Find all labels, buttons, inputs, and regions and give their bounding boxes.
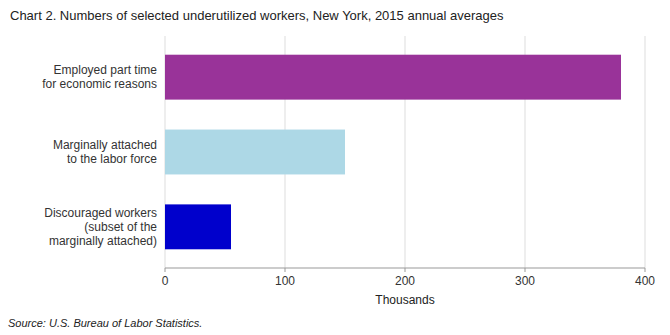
chart-svg: Chart 2. Numbers of selected underutiliz… (0, 0, 670, 335)
category-label: Marginally attachedto the labor force (53, 138, 157, 166)
tick-label: 300 (515, 274, 535, 288)
annotation: Source: U.S. Bureau of Labor Statistics. (8, 317, 202, 329)
tick-mark (285, 268, 286, 272)
tick-label: 400 (635, 274, 655, 288)
x-axis-line (165, 268, 645, 269)
bar (165, 204, 231, 249)
tick-label: 0 (162, 274, 169, 288)
tick-label: 100 (275, 274, 295, 288)
grid (165, 36, 645, 268)
category-label: Employed part timefor economic reasons (42, 63, 157, 91)
tick-mark (165, 268, 166, 272)
chart-container: Chart 2. Numbers of selected underutiliz… (0, 0, 670, 335)
category-label: Discouraged workers(subset of themargina… (44, 206, 157, 248)
bar (165, 130, 345, 175)
x-axis-label: Thousands (375, 293, 434, 307)
tick-mark (645, 268, 646, 272)
title: Chart 2. Numbers of selected underutiliz… (10, 8, 504, 23)
tick-mark (525, 268, 526, 272)
bars (165, 55, 621, 250)
bar (165, 55, 621, 100)
tick-mark (405, 268, 406, 272)
grid-line (645, 36, 646, 268)
tick-label: 200 (395, 274, 415, 288)
